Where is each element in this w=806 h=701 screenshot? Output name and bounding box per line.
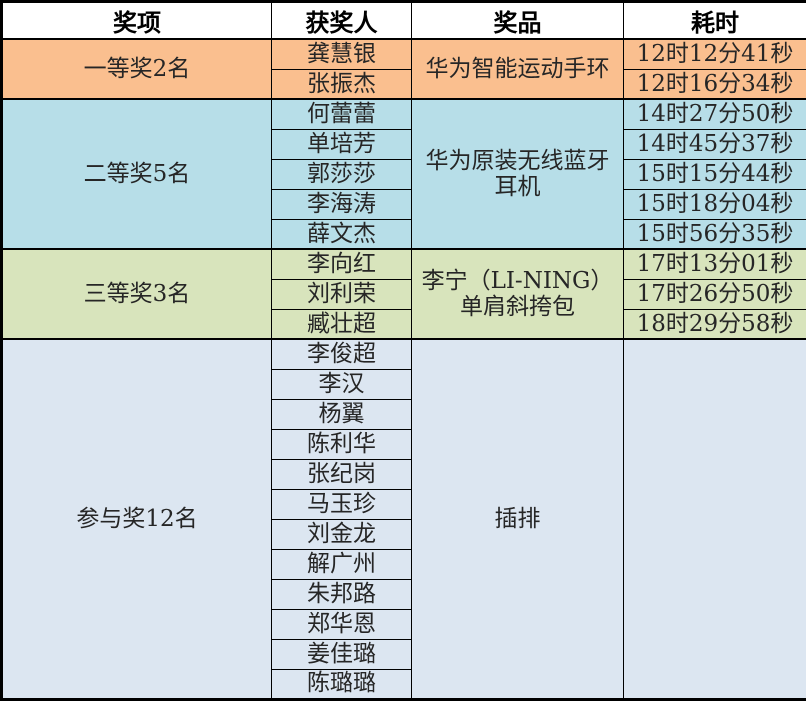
category-cell: 参与奖12名 xyxy=(2,339,272,699)
section-third-prize: 三等奖3名 李向红 李宁（LI-NING）单肩斜挎包 17时13分01秒 刘利荣… xyxy=(2,249,806,339)
header-row: 奖项 获奖人 奖品 耗时 xyxy=(2,2,806,40)
time-cell: 17时13分01秒 xyxy=(624,249,806,279)
winner-cell: 郑华恩 xyxy=(272,609,412,639)
winner-cell: 张纪岗 xyxy=(272,459,412,489)
winner-cell: 刘利荣 xyxy=(272,279,412,309)
winner-cell: 李俊超 xyxy=(272,339,412,369)
table-row: 参与奖12名 李俊超 插排 xyxy=(2,339,806,369)
time-cell: 15时15分44秒 xyxy=(624,159,806,189)
winner-cell: 何蕾蕾 xyxy=(272,99,412,129)
table-header: 奖项 获奖人 奖品 耗时 xyxy=(2,2,806,40)
winner-cell: 刘金龙 xyxy=(272,519,412,549)
winner-cell: 姜佳璐 xyxy=(272,639,412,669)
winner-cell: 郭莎莎 xyxy=(272,159,412,189)
winner-cell: 朱邦路 xyxy=(272,579,412,609)
time-cell: 17时26分50秒 xyxy=(624,279,806,309)
winner-cell: 陈璐璐 xyxy=(272,669,412,699)
category-cell: 二等奖5名 xyxy=(2,99,272,249)
winner-cell: 李海涛 xyxy=(272,189,412,219)
time-cell: 14时45分37秒 xyxy=(624,129,806,159)
header-cell-winner: 获奖人 xyxy=(272,2,412,40)
time-cell: 18时29分58秒 xyxy=(624,309,806,339)
prize-cell: 插排 xyxy=(412,339,624,699)
section-first-prize: 一等奖2名 龚慧银 华为智能运动手环 12时12分41秒 张振杰 12时16分3… xyxy=(2,39,806,99)
time-cell: 15时18分04秒 xyxy=(624,189,806,219)
winner-cell: 臧壮超 xyxy=(272,309,412,339)
winner-cell: 龚慧银 xyxy=(272,39,412,69)
header-cell-category: 奖项 xyxy=(2,2,272,40)
section-participation-prize: 参与奖12名 李俊超 插排 李汉 杨翼 陈利华 张纪岗 马玉珍 刘金龙 解广州 … xyxy=(2,339,806,699)
section-second-prize: 二等奖5名 何蕾蕾 华为原装无线蓝牙耳机 14时27分50秒 单培芳 14时45… xyxy=(2,99,806,249)
winner-cell: 薛文杰 xyxy=(272,219,412,249)
winner-cell: 李汉 xyxy=(272,369,412,399)
table-row: 二等奖5名 何蕾蕾 华为原装无线蓝牙耳机 14时27分50秒 xyxy=(2,99,806,129)
table-row: 一等奖2名 龚慧银 华为智能运动手环 12时12分41秒 xyxy=(2,39,806,69)
table-row: 三等奖3名 李向红 李宁（LI-NING）单肩斜挎包 17时13分01秒 xyxy=(2,249,806,279)
winner-cell: 张振杰 xyxy=(272,69,412,99)
category-cell: 三等奖3名 xyxy=(2,249,272,339)
winner-cell: 李向红 xyxy=(272,249,412,279)
prize-cell: 华为智能运动手环 xyxy=(412,39,624,99)
winner-cell: 马玉珍 xyxy=(272,489,412,519)
time-cell: 12时12分41秒 xyxy=(624,39,806,69)
category-cell: 一等奖2名 xyxy=(2,39,272,99)
time-cell-empty xyxy=(624,339,806,699)
winner-cell: 解广州 xyxy=(272,549,412,579)
winner-cell: 杨翼 xyxy=(272,399,412,429)
prize-cell: 华为原装无线蓝牙耳机 xyxy=(412,99,624,249)
time-cell: 15时56分35秒 xyxy=(624,219,806,249)
time-cell: 14时27分50秒 xyxy=(624,99,806,129)
header-cell-prize: 奖品 xyxy=(412,2,624,40)
header-cell-time: 耗时 xyxy=(624,2,806,40)
prize-cell: 李宁（LI-NING）单肩斜挎包 xyxy=(412,249,624,339)
winner-cell: 单培芳 xyxy=(272,129,412,159)
time-cell: 12时16分34秒 xyxy=(624,69,806,99)
winner-cell: 陈利华 xyxy=(272,429,412,459)
